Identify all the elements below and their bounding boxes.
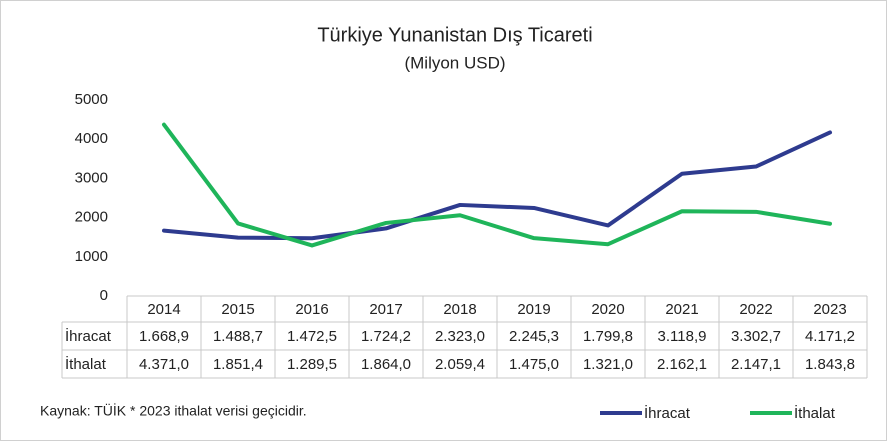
table-cell: 1.289,5 xyxy=(287,356,337,373)
table-cell: 2.162,1 xyxy=(657,356,707,373)
table-cell: 1.475,0 xyxy=(509,356,559,373)
table-cell: 1.488,7 xyxy=(213,328,263,345)
table-cell: 4.371,0 xyxy=(139,356,189,373)
table-cell: 2.245,3 xyxy=(509,328,559,345)
table-cell: 4.171,2 xyxy=(805,328,855,345)
table-cell: 1.472,5 xyxy=(287,328,337,345)
x-tick-label: 2023 xyxy=(813,301,846,318)
x-tick-label: 2016 xyxy=(295,301,328,318)
x-tick-label: 2015 xyxy=(221,301,254,318)
y-tick-label: 2000 xyxy=(75,209,108,226)
x-tick-label: 2014 xyxy=(147,301,180,318)
y-tick-label: 5000 xyxy=(75,91,108,108)
table-cell: 3.302,7 xyxy=(731,328,781,345)
table-cell: 2.323,0 xyxy=(435,328,485,345)
chart-subtitle: (Milyon USD) xyxy=(404,53,505,72)
y-tick-label: 4000 xyxy=(75,130,108,147)
table-cell: 1.321,0 xyxy=(583,356,633,373)
table-cell: 1.864,0 xyxy=(361,356,411,373)
table-cell: 2.147,1 xyxy=(731,356,781,373)
x-tick-label: 2017 xyxy=(369,301,402,318)
x-tick-label: 2021 xyxy=(665,301,698,318)
table-cell: 1.851,4 xyxy=(213,356,263,373)
table-cell: 1.843,8 xyxy=(805,356,855,373)
table-row-label: İhracat xyxy=(65,327,112,345)
table-cell: 1.799,8 xyxy=(583,328,633,345)
table-cell: 2.059,4 xyxy=(435,356,485,373)
x-tick-label: 2019 xyxy=(517,301,550,318)
table-row-label: İthalat xyxy=(65,355,107,373)
legend-label: İhracat xyxy=(644,404,691,422)
y-tick-label: 0 xyxy=(100,287,108,304)
x-tick-label: 2020 xyxy=(591,301,624,318)
table-cell: 1.668,9 xyxy=(139,328,189,345)
series-line xyxy=(162,122,832,248)
chart-title: Türkiye Yunanistan Dış Ticareti xyxy=(317,24,592,46)
table-cell: 1.724,2 xyxy=(361,328,411,345)
source-note: Kaynak: TÜİK * 2023 ithalat verisi geçic… xyxy=(40,402,307,419)
x-tick-label: 2022 xyxy=(739,301,772,318)
y-tick-label: 1000 xyxy=(75,248,108,265)
series-line xyxy=(162,130,832,241)
table-cell: 3.118,9 xyxy=(658,328,707,345)
x-tick-label: 2018 xyxy=(443,301,476,318)
y-tick-label: 3000 xyxy=(75,169,108,186)
legend-label: İthalat xyxy=(794,404,836,422)
